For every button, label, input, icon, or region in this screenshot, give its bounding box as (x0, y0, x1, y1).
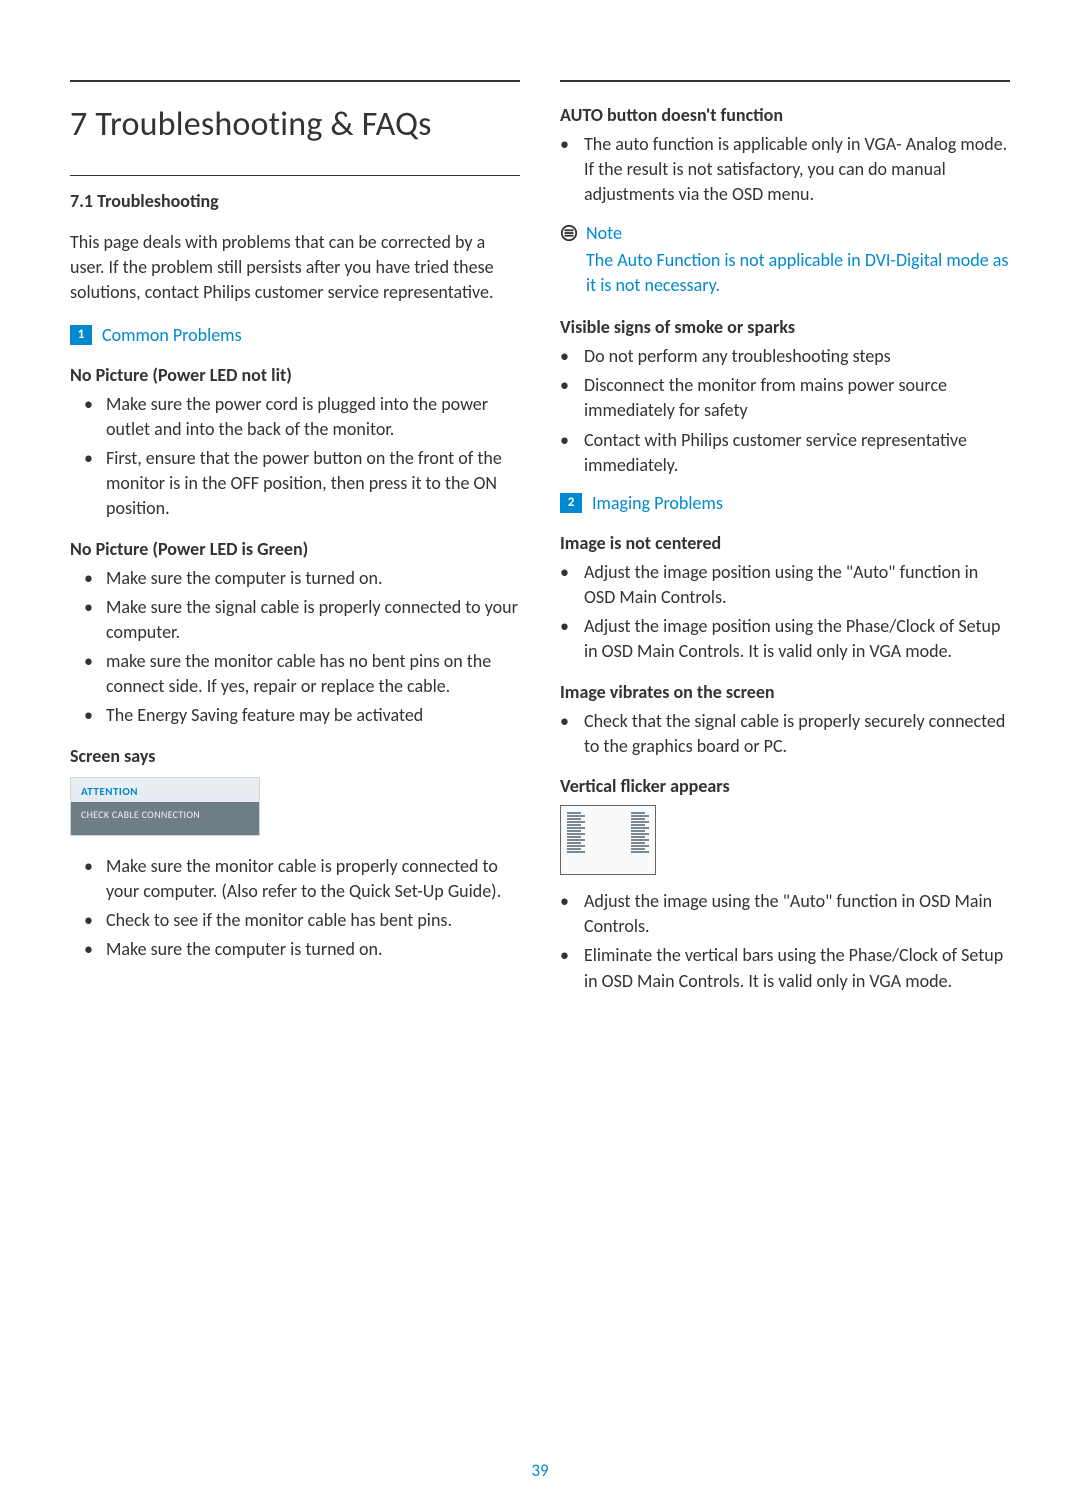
note-label: Note (586, 222, 622, 244)
badge-number: 1 (70, 325, 92, 345)
subheading: AUTO button doesn't function (560, 104, 1010, 126)
subheading: Screen says (70, 745, 520, 767)
list-item: Do not perform any troubleshooting steps (560, 344, 1010, 369)
attention-header: ATTENTION (71, 778, 259, 802)
bullet-list: Make sure the computer is turned on. Mak… (70, 566, 520, 729)
note-text: The Auto Function is not applicable in D… (560, 248, 1010, 298)
left-column: 7 Troubleshooting & FAQs 7.1 Troubleshoo… (70, 80, 520, 1008)
two-column-layout: 7 Troubleshooting & FAQs 7.1 Troubleshoo… (70, 80, 1010, 1008)
list-item: make sure the monitor cable has no bent … (70, 649, 520, 699)
common-problems-heading: 1 Common Problems (70, 324, 520, 346)
attention-message: CHECK CABLE CONNECTION (71, 802, 259, 835)
divider (560, 80, 1010, 82)
note-block: Note The Auto Function is not applicable… (560, 222, 1010, 298)
list-item: Adjust the image position using the "Aut… (560, 560, 1010, 610)
intro-paragraph: This page deals with problems that can b… (70, 230, 520, 306)
subheading: Vertical flicker appears (560, 775, 1010, 797)
section-label: Common Problems (102, 324, 242, 346)
list-item: Eliminate the vertical bars using the Ph… (560, 943, 1010, 993)
list-item: Check to see if the monitor cable has be… (70, 908, 520, 933)
right-column: AUTO button doesn't function The auto fu… (560, 80, 1010, 1008)
list-item: Make sure the computer is turned on. (70, 937, 520, 962)
attention-box: ATTENTION CHECK CABLE CONNECTION (70, 777, 260, 836)
bullet-list: Adjust the image using the "Auto" functi… (560, 889, 1010, 994)
subheading: No Picture (Power LED is Green) (70, 538, 520, 560)
chapter-title: 7 Troubleshooting & FAQs (70, 104, 520, 145)
list-item: Adjust the image using the "Auto" functi… (560, 889, 1010, 939)
subheading: Image vibrates on the screen (560, 681, 1010, 703)
divider (70, 80, 520, 82)
subheading: Visible signs of smoke or sparks (560, 316, 1010, 338)
section-label: Imaging Problems (592, 492, 723, 514)
badge-number: 2 (560, 493, 582, 513)
bullet-list: Make sure the monitor cable is properly … (70, 854, 520, 963)
bullet-list: Make sure the power cord is plugged into… (70, 392, 520, 522)
list-item: Make sure the monitor cable is properly … (70, 854, 520, 904)
list-item: Contact with Philips customer service re… (560, 428, 1010, 478)
bullet-list: Adjust the image position using the "Aut… (560, 560, 1010, 665)
page-number: 39 (0, 1460, 1080, 1481)
list-item: The auto function is applicable only in … (560, 132, 1010, 208)
imaging-problems-heading: 2 Imaging Problems (560, 492, 1010, 514)
divider (70, 175, 520, 176)
list-item: Disconnect the monitor from mains power … (560, 373, 1010, 423)
list-item: Make sure the computer is turned on. (70, 566, 520, 591)
list-item: Make sure the signal cable is properly c… (70, 595, 520, 645)
bullet-list: The auto function is applicable only in … (560, 132, 1010, 208)
vertical-flicker-illustration (560, 805, 656, 875)
bullet-list: Check that the signal cable is properly … (560, 709, 1010, 759)
subheading: No Picture (Power LED not lit) (70, 364, 520, 386)
list-item: First, ensure that the power button on t… (70, 446, 520, 522)
list-item: The Energy Saving feature may be activat… (70, 703, 520, 728)
list-item: Check that the signal cable is properly … (560, 709, 1010, 759)
note-header: Note (560, 222, 1010, 244)
bullet-list: Do not perform any troubleshooting steps… (560, 344, 1010, 478)
subheading: Image is not centered (560, 532, 1010, 554)
note-icon (560, 224, 578, 242)
section-title: 7.1 Troubleshooting (70, 190, 520, 212)
list-item: Make sure the power cord is plugged into… (70, 392, 520, 442)
list-item: Adjust the image position using the Phas… (560, 614, 1010, 664)
